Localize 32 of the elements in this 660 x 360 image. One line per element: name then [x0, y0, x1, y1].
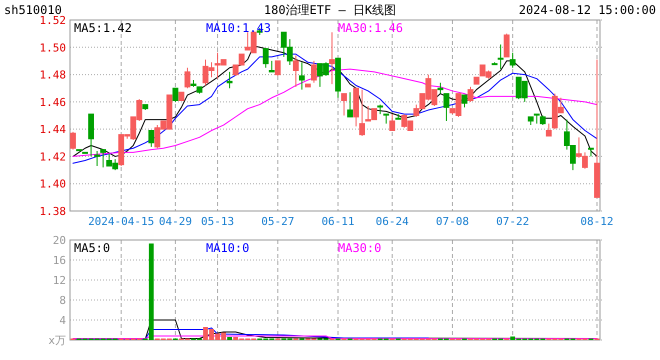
x-tick-label: 2024-04-15	[88, 215, 154, 228]
x-tick-label: 05-27	[261, 215, 294, 228]
x-tick-label: 06-24	[376, 215, 410, 228]
y-tick-label: 4	[59, 314, 66, 327]
y-tick-label: 1.46	[40, 96, 66, 109]
y-tick-label: 12	[52, 274, 66, 287]
y-tick-label: 1.48	[40, 68, 66, 82]
text: MA30:0	[338, 241, 382, 255]
text: MA30:1.46	[338, 21, 404, 35]
text: MA5:1.42	[74, 21, 132, 35]
y-tick-label: 20	[52, 234, 66, 247]
text: sh510010	[4, 3, 62, 17]
text: MA10:0	[206, 241, 250, 255]
series-label: MA10:1.43	[206, 21, 272, 35]
x-tick-label: 07-08	[436, 215, 470, 228]
y-tick-label: 1.50	[40, 41, 66, 54]
text: 2024-08-12 15:00:00	[518, 3, 656, 17]
y-tick-label: 1.44	[40, 123, 66, 136]
y-tick-label: x万	[48, 334, 66, 347]
y-tick-label: 1.52	[40, 14, 66, 27]
x-tick-label: 05-13	[200, 215, 234, 228]
chart-title: 180治理ETF — 日K线图	[264, 3, 396, 17]
x-tick-label: 07-22	[496, 215, 530, 228]
y-tick-label: 16	[52, 254, 66, 267]
y-tick-label: 1.38	[40, 205, 66, 218]
x-tick-label: 08-12	[580, 215, 614, 228]
y-tick-label: 8	[59, 294, 66, 307]
y-tick-label: 1.42	[40, 150, 66, 164]
x-tick-label: 06-11	[321, 215, 355, 228]
x-tick-label: 04-29	[158, 215, 192, 228]
text: MA5:0	[74, 241, 110, 255]
y-tick-label: 1.40	[40, 178, 66, 191]
